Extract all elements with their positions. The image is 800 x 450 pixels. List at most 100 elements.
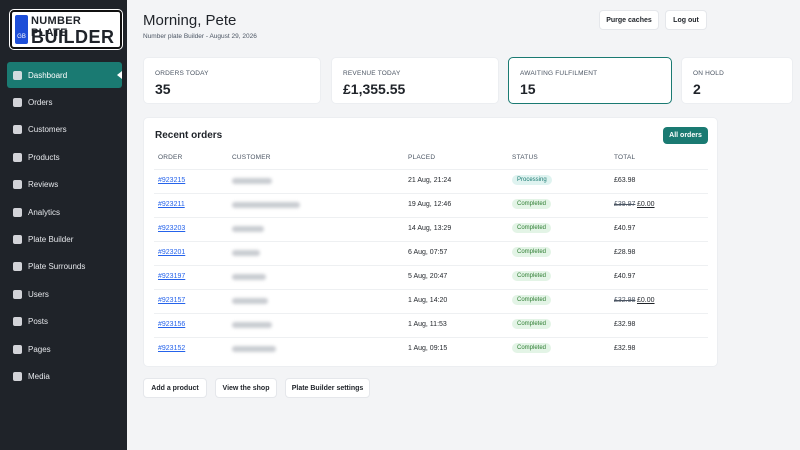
order-link[interactable]: #923152 bbox=[158, 345, 186, 352]
nav-label: Reviews bbox=[28, 180, 59, 190]
customer-redacted bbox=[232, 178, 272, 184]
nav-icon bbox=[13, 371, 22, 381]
nav-icon bbox=[13, 317, 22, 327]
button[interactable]: Log out bbox=[665, 10, 707, 30]
status-badge: Completed bbox=[512, 247, 552, 257]
nav-item[interactable]: Reviews bbox=[7, 172, 122, 198]
customer-redacted bbox=[232, 226, 264, 232]
order-link[interactable]: #923203 bbox=[158, 225, 186, 232]
column-header: STATUS bbox=[512, 154, 538, 161]
nav-item[interactable]: Products bbox=[7, 144, 122, 170]
sidebar: GB NUMBER PLATE BUILDER Dashboard Orders C… bbox=[0, 0, 127, 450]
status-badge: Completed bbox=[512, 271, 552, 281]
greeting: Morning, Pete bbox=[143, 12, 237, 29]
placed: 5 Aug, 20:47 bbox=[408, 273, 448, 280]
new-total: £0.00 bbox=[637, 201, 655, 208]
nav-label: Customers bbox=[28, 125, 67, 135]
button[interactable]: View the shop bbox=[215, 378, 277, 398]
stat-value: 15 bbox=[520, 81, 536, 97]
column-header: TOTAL bbox=[614, 154, 636, 161]
nav-label: Users bbox=[28, 289, 49, 299]
nav-item[interactable]: Plate Surrounds bbox=[7, 254, 122, 280]
nav-icon bbox=[13, 97, 22, 107]
total: £32.98 bbox=[614, 321, 636, 328]
row-divider bbox=[154, 337, 708, 338]
stat-card: REVENUE TODAY £1,355.55 bbox=[331, 57, 499, 104]
nav-label: Media bbox=[28, 371, 50, 381]
status-badge: Completed bbox=[512, 343, 552, 353]
row-divider bbox=[154, 169, 708, 170]
stat-label: AWAITING FULFILMENT bbox=[520, 70, 598, 77]
status-badge: Completed bbox=[512, 223, 552, 233]
stat-card: AWAITING FULFILMENT 15 bbox=[508, 57, 672, 104]
nav-label: Products bbox=[28, 152, 60, 162]
nav-item[interactable]: Orders bbox=[7, 89, 122, 115]
button[interactable]: All orders bbox=[663, 127, 708, 144]
nav-item[interactable]: Dashboard bbox=[7, 62, 122, 88]
stat-card: ON HOLD 2 bbox=[681, 57, 793, 104]
row-divider bbox=[154, 193, 708, 194]
row-divider bbox=[154, 265, 708, 266]
order-link[interactable]: #923211 bbox=[158, 201, 185, 208]
stat-label: ON HOLD bbox=[693, 70, 725, 77]
customer-redacted bbox=[232, 274, 266, 280]
nav-icon bbox=[13, 70, 22, 80]
nav-icon bbox=[13, 152, 22, 162]
stat-value: 2 bbox=[693, 81, 701, 97]
button[interactable]: Add a product bbox=[143, 378, 207, 398]
nav-item[interactable]: Media bbox=[7, 363, 122, 389]
nav-item[interactable]: Posts bbox=[7, 309, 122, 335]
order-link[interactable]: #923157 bbox=[158, 297, 186, 304]
placed: 19 Aug, 12:46 bbox=[408, 201, 452, 208]
placed: 1 Aug, 09:15 bbox=[408, 345, 448, 352]
nav-icon bbox=[13, 207, 22, 217]
total: £40.97 bbox=[614, 225, 636, 232]
order-link[interactable]: #923201 bbox=[158, 249, 186, 256]
total: £40.97 bbox=[614, 273, 636, 280]
nav-item[interactable]: Analytics bbox=[7, 199, 122, 225]
total: £32.98 bbox=[614, 345, 636, 352]
stat-value: £1,355.55 bbox=[343, 81, 406, 97]
nav-item[interactable]: Plate Builder bbox=[7, 226, 122, 252]
stat-label: ORDERS TODAY bbox=[155, 70, 209, 77]
nav-label: Posts bbox=[28, 317, 49, 327]
logo[interactable]: GB NUMBER PLATE BUILDER bbox=[10, 10, 122, 49]
nav-label: Plate Builder bbox=[28, 234, 74, 244]
order-link[interactable]: #923215 bbox=[158, 177, 186, 184]
row-divider bbox=[154, 313, 708, 314]
nav-icon bbox=[13, 344, 22, 354]
placed: 14 Aug, 13:29 bbox=[408, 225, 452, 232]
button[interactable]: Plate Builder settings bbox=[285, 378, 370, 398]
customer-redacted bbox=[232, 250, 260, 256]
nav-icon bbox=[13, 262, 22, 272]
column-header: PLACED bbox=[408, 154, 436, 161]
total: £32.98 bbox=[614, 297, 636, 304]
row-divider bbox=[154, 289, 708, 290]
nav-icon bbox=[13, 289, 22, 299]
nav-label: Pages bbox=[28, 344, 51, 354]
stat-label: REVENUE TODAY bbox=[343, 70, 401, 77]
total: £63.98 bbox=[614, 177, 636, 184]
status-badge: Completed bbox=[512, 199, 552, 209]
column-header: CUSTOMER bbox=[232, 154, 271, 161]
column-header: ORDER bbox=[158, 154, 183, 161]
order-link[interactable]: #923156 bbox=[158, 321, 186, 328]
placed: 21 Aug, 21:24 bbox=[408, 177, 452, 184]
logo-line: NUMBER PLATE bbox=[31, 15, 82, 39]
nav-label: Dashboard bbox=[28, 70, 68, 80]
nav-item[interactable]: Users bbox=[7, 281, 122, 307]
button[interactable]: Purge caches bbox=[599, 10, 659, 30]
status-badge: Completed bbox=[512, 295, 552, 305]
nav-label: Plate Surrounds bbox=[28, 262, 86, 272]
order-link[interactable]: #923197 bbox=[158, 273, 186, 280]
placed: 6 Aug, 07:57 bbox=[408, 249, 448, 256]
logo-badge: GB bbox=[15, 15, 28, 44]
nav-label: Analytics bbox=[28, 207, 61, 217]
nav-item[interactable]: Customers bbox=[7, 117, 122, 143]
total: £28.98 bbox=[614, 249, 636, 256]
nav-icon bbox=[13, 180, 22, 190]
nav-icon bbox=[13, 125, 22, 135]
nav-icon bbox=[13, 234, 22, 244]
subtitle: Number plate Builder - August 29, 2026 bbox=[143, 33, 257, 40]
nav-item[interactable]: Pages bbox=[7, 336, 122, 362]
